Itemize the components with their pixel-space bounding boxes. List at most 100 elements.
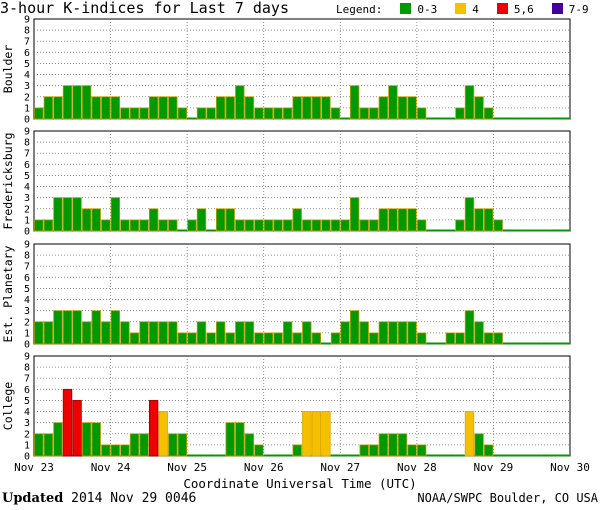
- k-index-bar: [330, 219, 341, 232]
- k-index-bar: [43, 219, 54, 232]
- y-tick-label: 5: [24, 396, 30, 407]
- k-index-bar: [110, 96, 121, 120]
- k-index-bar: [388, 85, 398, 120]
- k-index-bar: [378, 433, 389, 457]
- k-index-bar: [282, 219, 293, 232]
- k-index-bar: [407, 208, 417, 232]
- y-tick-label: 0: [24, 227, 30, 238]
- k-index-bar: [91, 96, 101, 120]
- k-index-bar: [445, 332, 456, 345]
- x-tick-label: Nov 25: [167, 461, 207, 474]
- k-index-bar: [369, 107, 379, 120]
- k-index-bar: [474, 96, 484, 120]
- k-index-bar: [455, 219, 465, 232]
- k-index-bar: [263, 219, 274, 232]
- k-index-bar: [311, 411, 322, 457]
- k-index-bar: [81, 208, 92, 232]
- k-index-bar: [464, 411, 475, 457]
- k-index-bar: [273, 107, 283, 120]
- k-index-bar: [72, 197, 82, 232]
- y-tick-label: 1: [24, 328, 30, 339]
- y-tick-label: 9: [24, 127, 30, 138]
- k-index-bar: [129, 107, 140, 120]
- k-index-bar: [81, 321, 92, 345]
- updated-stamp: Updated 2014 Nov 29 0046: [2, 491, 196, 506]
- y-tick-label: 7: [24, 374, 30, 385]
- y-tick-label: 4: [24, 182, 30, 193]
- k-index-bar: [378, 208, 389, 232]
- k-index-bar: [359, 219, 369, 232]
- y-tick-label: 2: [24, 204, 30, 215]
- k-index-bar: [302, 411, 312, 457]
- k-index-bar: [359, 444, 369, 457]
- k-index-bar: [196, 107, 207, 120]
- k-index-bar: [483, 107, 494, 120]
- k-index-bar: [235, 422, 245, 457]
- k-index-bar: [273, 332, 283, 345]
- y-tick-label: 9: [24, 352, 30, 363]
- x-tick-label: Nov 29: [474, 461, 514, 474]
- k-index-bar: [321, 219, 331, 232]
- y-tick-label: 6: [24, 160, 30, 171]
- y-tick-label: 2: [24, 92, 30, 103]
- k-index-bar: [359, 321, 369, 345]
- y-tick-label: 4: [24, 295, 30, 306]
- k-index-bar: [120, 321, 130, 345]
- k-index-bar: [254, 332, 264, 345]
- k-index-bar: [129, 433, 140, 457]
- y-tick-label: 0: [24, 452, 30, 463]
- k-index-bar: [292, 332, 302, 345]
- k-index-bar: [369, 332, 379, 345]
- updated-label: Updated: [2, 491, 64, 506]
- k-index-bar: [148, 208, 159, 232]
- legend-label-3: 7-9: [568, 3, 589, 16]
- k-index-bar: [110, 310, 121, 345]
- k-index-bar: [62, 310, 73, 345]
- k-index-bar: [235, 85, 245, 120]
- k-index-bar: [416, 444, 427, 457]
- x-tick-label: Nov 24: [91, 461, 131, 474]
- k-index-bar: [235, 321, 245, 345]
- k-index-bar: [311, 96, 322, 120]
- legend-label-0: 0-3: [417, 3, 438, 16]
- y-tick-label: 8: [24, 138, 30, 149]
- k-index-bar: [91, 310, 101, 345]
- k-index-bar: [168, 219, 178, 232]
- k-index-bar: [53, 96, 63, 120]
- y-tick-label: 7: [24, 149, 30, 160]
- k-index-bar: [187, 219, 197, 232]
- y-tick-label: 8: [24, 363, 30, 374]
- y-tick-label: 4: [24, 70, 30, 81]
- station-label: Fredericksburg: [1, 133, 15, 230]
- k-index-bar: [407, 321, 417, 345]
- k-index-bar: [101, 444, 111, 457]
- k-index-bar: [369, 444, 379, 457]
- k-index-bar: [34, 219, 44, 232]
- k-index-bar: [416, 332, 427, 345]
- k-index-bar: [101, 96, 111, 120]
- k-index-bar: [311, 219, 322, 232]
- k-index-bar: [62, 85, 73, 120]
- k-index-bar: [120, 107, 130, 120]
- k-index-bar: [168, 433, 178, 457]
- y-tick-label: 0: [24, 340, 30, 351]
- y-tick-label: 9: [24, 240, 30, 251]
- k-index-bar: [158, 219, 168, 232]
- k-index-bar: [292, 96, 302, 120]
- k-index-bar: [34, 321, 44, 345]
- k-index-bar: [206, 107, 216, 120]
- k-index-bar: [474, 208, 484, 232]
- k-index-bar: [187, 332, 197, 345]
- y-tick-label: 5: [24, 284, 30, 295]
- k-index-chart: 0123456789Boulder0123456789Fredericksbur…: [1, 15, 590, 475]
- x-tick-label: Nov 27: [320, 461, 360, 474]
- legend-swatch-2: [496, 3, 508, 14]
- k-index-bar: [263, 332, 274, 345]
- k-index-bar: [158, 411, 168, 457]
- legend-label-1: 4: [472, 3, 479, 16]
- y-tick-label: 3: [24, 418, 30, 429]
- legend-swatch-3: [551, 3, 563, 14]
- k-index-bar: [311, 332, 322, 345]
- chart-title: 3-hour K-indices for Last 7 days: [0, 0, 289, 17]
- station-label: College: [1, 382, 15, 431]
